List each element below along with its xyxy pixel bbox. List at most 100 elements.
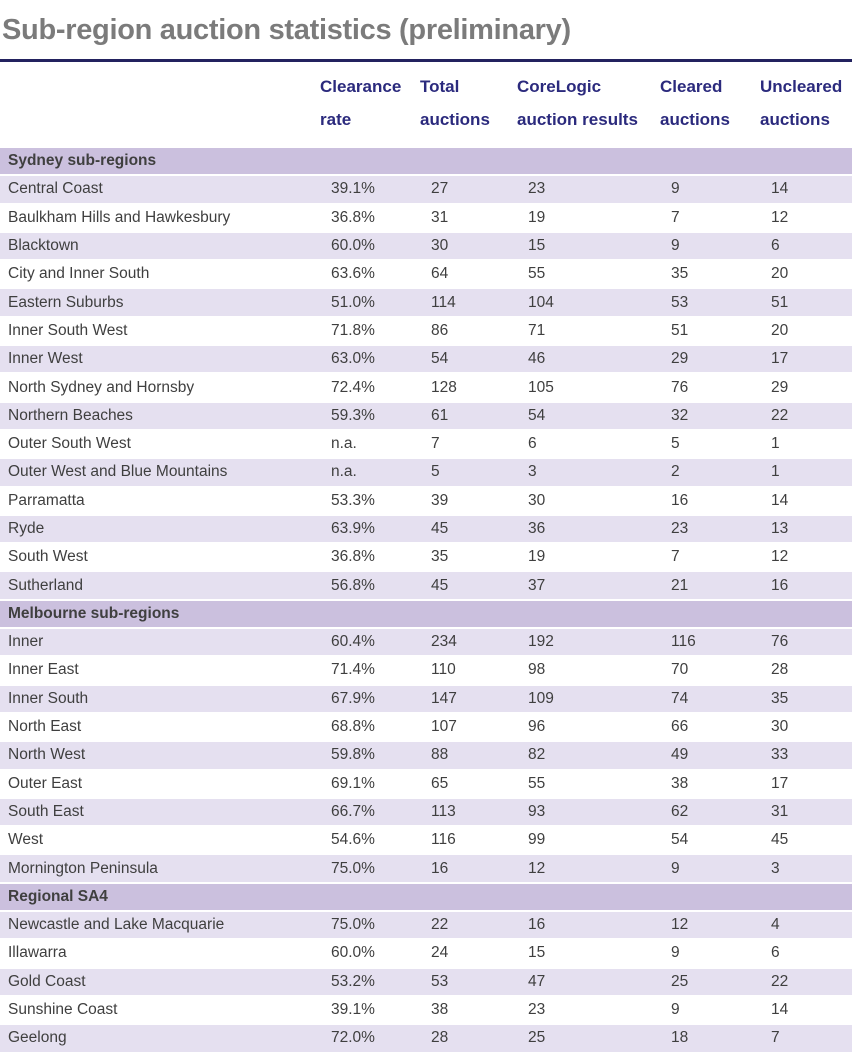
value-cell: 53	[660, 287, 760, 317]
value-cell: 33	[760, 740, 852, 770]
value-cell: 28	[420, 1023, 517, 1052]
value-cell: 51.0%	[320, 287, 420, 317]
table-row: Mornington Peninsula 75.0% 16 12 9 3	[0, 853, 852, 883]
header-line: auctions	[420, 110, 490, 129]
table-row: Inner South West 71.8% 86 71 51 20	[0, 315, 852, 346]
region-cell: South East	[0, 796, 320, 827]
value-cell: 39	[420, 485, 517, 515]
value-cell: 9	[660, 174, 760, 204]
region-cell: Illawarra	[0, 938, 320, 968]
value-cell: 15	[517, 938, 660, 968]
value-cell: 25	[660, 966, 760, 996]
value-cell: 22	[760, 966, 852, 996]
region-cell: Inner South	[0, 683, 320, 713]
value-cell: 59.3%	[320, 400, 420, 430]
value-cell: 39.1%	[320, 174, 420, 204]
table-row: City and Inner South 63.6% 64 55 35 20	[0, 259, 852, 289]
value-cell: 1	[760, 428, 852, 459]
value-cell: 45	[420, 570, 517, 600]
value-cell: 65	[420, 768, 517, 798]
value-cell: 192	[517, 627, 660, 657]
region-cell: Outer South West	[0, 428, 320, 459]
value-cell: 75.0%	[320, 910, 420, 940]
value-cell: 54	[517, 400, 660, 430]
value-cell: 75.0%	[320, 853, 420, 883]
table-row: Geelong 72.0% 28 25 18 7	[0, 1023, 852, 1052]
region-cell: South West	[0, 542, 320, 572]
value-cell: 53.3%	[320, 485, 420, 515]
value-cell: 16	[760, 570, 852, 600]
value-cell: 63.9%	[320, 513, 420, 544]
table-body: Sydney sub-regions Central Coast 39.1% 27 23…	[0, 145, 852, 1052]
value-cell: 60.0%	[320, 230, 420, 261]
value-cell: 17	[760, 344, 852, 374]
table-row: Baulkham Hills and Hawkesbury 36.8% 31 19 7 1…	[0, 202, 852, 232]
value-cell: 54	[660, 825, 760, 855]
region-cell: Outer West and Blue Mountains	[0, 457, 320, 487]
value-cell: 72.0%	[320, 1023, 420, 1052]
table-row: South West 36.8% 35 19 7 12	[0, 542, 852, 572]
region-cell: Gold Coast	[0, 966, 320, 996]
value-cell: 62	[660, 796, 760, 827]
value-cell: 22	[760, 400, 852, 430]
value-cell: 12	[517, 853, 660, 883]
value-cell: 63.6%	[320, 259, 420, 289]
value-cell: 29	[660, 344, 760, 374]
value-cell: 72.4%	[320, 372, 420, 402]
table-row: Blacktown 60.0% 30 15 9 6	[0, 230, 852, 261]
value-cell: 5	[660, 428, 760, 459]
header-line: Clearance	[320, 77, 402, 96]
region-cell: Baulkham Hills and Hawkesbury	[0, 202, 320, 232]
col-header-cleared-auctions: Cleared auctions	[660, 62, 760, 147]
value-cell: 36.8%	[320, 202, 420, 232]
region-cell: Blacktown	[0, 230, 320, 261]
header-line: Total	[420, 77, 460, 96]
value-cell: 16	[517, 910, 660, 940]
value-cell: 71.4%	[320, 655, 420, 685]
region-cell: Eastern Suburbs	[0, 287, 320, 317]
value-cell: 60.0%	[320, 938, 420, 968]
header-line: Uncleared	[760, 77, 843, 96]
value-cell: 4	[760, 910, 852, 940]
table-row: Central Coast 39.1% 27 23 9 14	[0, 174, 852, 204]
col-header-corelogic-results: CoreLogic auction results	[517, 62, 660, 147]
value-cell: 14	[760, 485, 852, 515]
value-cell: 20	[760, 259, 852, 289]
header-line: rate	[320, 110, 352, 129]
value-cell: 234	[420, 627, 517, 657]
value-cell: 23	[660, 513, 760, 544]
value-cell: 59.8%	[320, 740, 420, 770]
value-cell: 36.8%	[320, 542, 420, 572]
header-line: CoreLogic	[517, 77, 602, 96]
value-cell: 51	[660, 315, 760, 346]
value-cell: 38	[420, 994, 517, 1025]
value-cell: 31	[420, 202, 517, 232]
value-cell: 9	[660, 853, 760, 883]
col-header-uncleared-auctions: Uncleared auctions	[760, 62, 852, 147]
value-cell: 56.8%	[320, 570, 420, 600]
table-row: Inner West 63.0% 54 46 29 17	[0, 344, 852, 374]
value-cell: 98	[517, 655, 660, 685]
auction-statistics-page: Sub-region auction statistics (prelimina…	[0, 10, 852, 1052]
table-row: Northern Beaches 59.3% 61 54 32 22	[0, 400, 852, 430]
region-cell: Mornington Peninsula	[0, 853, 320, 883]
value-cell: 38	[660, 768, 760, 798]
value-cell: 147	[420, 683, 517, 713]
value-cell: 70	[660, 655, 760, 685]
value-cell: 55	[517, 768, 660, 798]
value-cell: 66.7%	[320, 796, 420, 827]
table-row: Gold Coast 53.2% 53 47 25 22	[0, 966, 852, 996]
value-cell: 46	[517, 344, 660, 374]
value-cell: 15	[517, 230, 660, 261]
value-cell: 99	[517, 825, 660, 855]
value-cell: 25	[517, 1023, 660, 1052]
value-cell: 61	[420, 400, 517, 430]
value-cell: 19	[517, 202, 660, 232]
value-cell: 7	[660, 542, 760, 572]
region-cell: North Sydney and Hornsby	[0, 372, 320, 402]
value-cell: 17	[760, 768, 852, 798]
value-cell: 35	[420, 542, 517, 572]
value-cell: 23	[517, 994, 660, 1025]
value-cell: 16	[660, 485, 760, 515]
value-cell: 53	[420, 966, 517, 996]
